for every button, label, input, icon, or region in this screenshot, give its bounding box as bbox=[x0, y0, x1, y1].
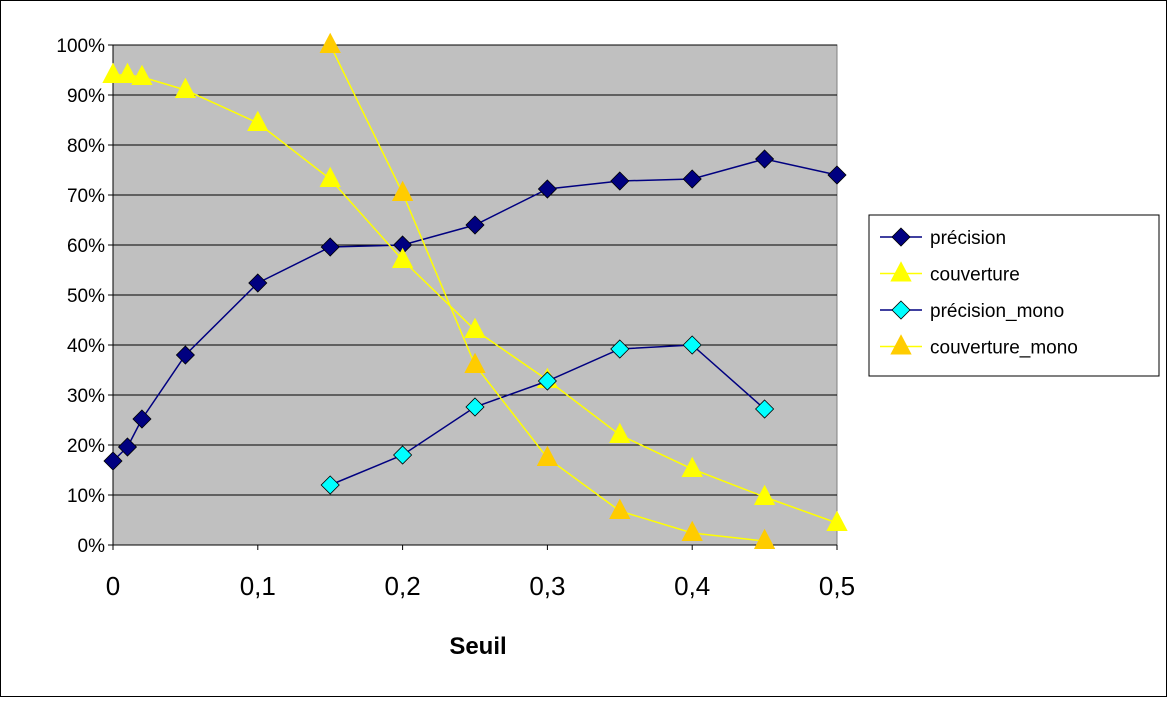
data-point bbox=[609, 498, 631, 519]
x-axis-title: Seuil bbox=[449, 633, 506, 660]
series-couverture bbox=[102, 62, 848, 531]
y-tick-label: 20% bbox=[67, 436, 105, 457]
data-point bbox=[391, 247, 414, 269]
data-point bbox=[247, 110, 269, 132]
data-point bbox=[536, 445, 559, 467]
gridlines bbox=[113, 44, 837, 496]
y-tick-label: 100% bbox=[56, 36, 105, 57]
data-point bbox=[827, 165, 847, 185]
x-tick-label: 0 bbox=[106, 571, 120, 601]
y-tick-label: 70% bbox=[67, 186, 105, 207]
data-point bbox=[826, 510, 848, 531]
data-point bbox=[537, 179, 557, 199]
y-tick-label: 30% bbox=[67, 386, 105, 407]
data-point bbox=[682, 335, 702, 355]
data-point bbox=[393, 445, 413, 465]
y-tick-label: 80% bbox=[67, 136, 105, 157]
data-point bbox=[755, 149, 775, 169]
data-point bbox=[610, 171, 630, 191]
data-point bbox=[465, 397, 485, 417]
series-précision_mono bbox=[320, 335, 775, 495]
legend-label: couverture_mono bbox=[930, 338, 1078, 359]
x-tick-label: 0,3 bbox=[529, 571, 565, 601]
data-point bbox=[391, 180, 414, 202]
data-point bbox=[175, 345, 195, 365]
x-tick-label: 0,5 bbox=[819, 571, 855, 601]
legend-label: couverture bbox=[930, 265, 1020, 286]
data-point bbox=[174, 77, 197, 98]
series-couverture_mono bbox=[319, 32, 776, 549]
data-point bbox=[753, 484, 776, 506]
y-tick-label: 50% bbox=[67, 286, 105, 307]
x-tick-label: 0,2 bbox=[385, 571, 421, 601]
y-tick-label: 90% bbox=[67, 86, 105, 107]
data-point bbox=[320, 475, 340, 495]
data-point bbox=[116, 62, 139, 83]
legend: précision couverture précision_monocouvert… bbox=[868, 214, 1160, 377]
data-point bbox=[117, 437, 138, 457]
data-point bbox=[319, 166, 341, 188]
y-tick-label: 0% bbox=[78, 536, 106, 557]
data-point bbox=[681, 520, 703, 541]
data-point bbox=[537, 371, 557, 391]
data-series bbox=[102, 32, 848, 549]
legend-marker bbox=[890, 334, 912, 355]
data-point bbox=[103, 451, 123, 471]
legend-marker bbox=[890, 261, 912, 282]
y-tick-label: 40% bbox=[67, 336, 105, 357]
data-point bbox=[131, 64, 153, 85]
axes: 0% 10% 20% 30% 40% 50% 60% 70% 80% 90% 100% 0 0,1 0,2… bbox=[56, 36, 855, 601]
legend-marker bbox=[891, 300, 911, 320]
data-point bbox=[682, 169, 702, 189]
series-précision bbox=[103, 149, 847, 471]
data-point bbox=[132, 409, 152, 429]
data-point bbox=[609, 422, 631, 444]
legend-label: précision_mono bbox=[930, 301, 1064, 322]
data-point bbox=[319, 32, 341, 53]
data-point bbox=[464, 317, 486, 339]
data-point bbox=[320, 237, 340, 257]
x-tick-label: 0,4 bbox=[674, 571, 710, 601]
data-point bbox=[464, 352, 486, 374]
y-tick-label: 10% bbox=[67, 486, 105, 507]
x-tick-label: 0,1 bbox=[240, 571, 276, 601]
legend-marker bbox=[891, 227, 911, 247]
legend-box bbox=[868, 214, 1160, 377]
data-point bbox=[465, 215, 485, 235]
data-point bbox=[248, 273, 268, 293]
data-point bbox=[755, 399, 775, 419]
data-point bbox=[610, 339, 630, 359]
data-point bbox=[753, 528, 776, 549]
data-point bbox=[102, 62, 124, 83]
data-point bbox=[681, 456, 703, 478]
legend-label: précision bbox=[930, 228, 1006, 249]
y-tick-label: 60% bbox=[67, 236, 105, 257]
